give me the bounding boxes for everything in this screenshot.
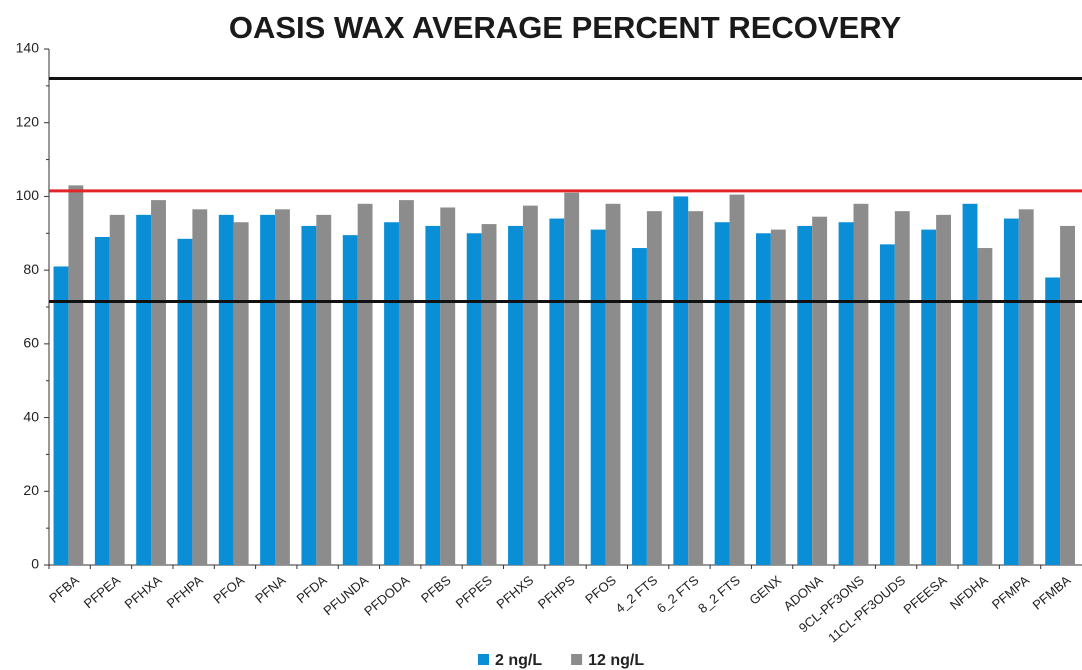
bar [714,222,730,565]
y-tick-label: 100 [16,187,40,203]
x-tick-label: PFHPA [164,572,206,611]
bar [398,200,414,565]
x-tick-label: PFMPA [989,572,1032,612]
bar [797,225,813,565]
x-tick-label: PFDA [294,572,330,606]
x-tick-label: PFOS [582,572,619,606]
x-tick-label: 6_2 FTS [654,572,702,616]
legend-swatch [478,654,489,665]
bar [275,209,290,566]
x-tick-label: NFDHA [947,572,991,612]
x-tick-label: PFOA [210,572,247,606]
x-tick-label: PFPES [453,572,496,611]
bar [646,211,662,565]
x-tick-label: 4_2 FTS [612,572,660,616]
bar [522,205,538,565]
bar [68,185,84,565]
bar [590,229,606,565]
y-tick-label: 80 [23,261,39,277]
bar [688,211,704,565]
x-tick-label: PFHXA [122,572,165,612]
y-tick-label: 60 [23,335,39,351]
bar [177,238,193,566]
bar [466,233,482,566]
bar [425,225,441,565]
bar [151,200,166,565]
bar [192,209,208,566]
bar [838,222,854,565]
bar [260,214,276,565]
bar [812,216,828,565]
bar [218,214,234,565]
bar [549,218,565,566]
bar [508,225,523,565]
bar [879,244,895,566]
bar [894,211,910,565]
chart-title: OASIS WAX AVERAGE PERCENT RECOVERY [229,10,902,45]
bar [136,214,152,565]
bar [632,248,647,565]
x-tick-label: PFMBA [1030,572,1074,612]
bar [94,236,110,565]
bar [357,203,373,566]
bar [977,248,993,565]
bar [316,214,332,565]
y-tick-label: 140 [16,40,40,56]
x-tick-label: 11CL-PF3OUDS [825,572,908,645]
x-tick-label: GENX [746,572,784,607]
x-tick-label: PFBA [46,572,82,606]
y-tick-label: 20 [23,482,39,498]
bar [1060,225,1075,565]
x-tick-label: 8_2 FTS [695,572,743,616]
bar [770,229,786,565]
bar [921,229,937,565]
x-tick-label: PFEESA [901,572,950,617]
bar [481,224,497,566]
bar [342,235,358,565]
bar [564,192,580,565]
legend-label: 12 ng/L [588,652,644,669]
bar [440,207,456,565]
bar [384,222,399,565]
bar [233,222,249,565]
x-tick-label: PFBS [418,572,454,606]
bar [729,194,745,566]
bar [755,233,771,566]
bar [53,266,69,565]
legend-label: 2 ng/L [495,652,542,669]
bar [1003,218,1019,566]
x-tick-label: PFDODA [361,572,412,619]
bar [605,203,621,566]
legend-swatch [571,654,583,665]
y-tick-label: 0 [31,556,39,572]
bar [301,225,317,565]
bar [673,196,689,565]
x-tick-label: PFHPS [535,572,578,612]
bar [962,203,978,566]
bar [853,203,869,566]
bar [936,214,952,565]
x-tick-label: PFNA [252,572,288,606]
bar [109,214,125,565]
y-tick-label: 40 [23,408,39,424]
x-tick-label: PFHXS [493,572,536,612]
bar [1018,209,1034,566]
y-tick-label: 120 [16,113,40,129]
x-tick-label: PFPEA [81,572,124,611]
bar [1045,277,1061,565]
